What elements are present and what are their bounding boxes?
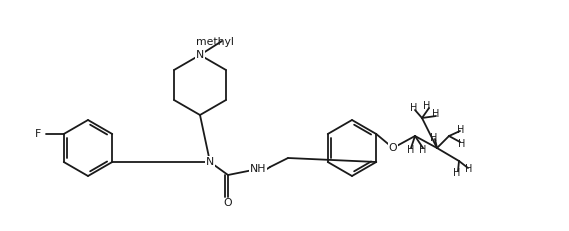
Text: H: H <box>453 168 461 178</box>
Text: O: O <box>389 143 397 153</box>
Text: H: H <box>432 109 440 119</box>
Text: H: H <box>458 139 465 149</box>
Text: N: N <box>196 50 204 60</box>
Text: methyl: methyl <box>196 37 234 47</box>
Text: H: H <box>410 103 418 113</box>
Text: H: H <box>419 145 427 155</box>
Text: N: N <box>206 157 214 167</box>
Text: O: O <box>224 198 232 208</box>
Text: H: H <box>423 101 431 111</box>
Text: NH: NH <box>250 164 266 174</box>
Text: F: F <box>35 129 41 139</box>
Text: H: H <box>430 133 438 143</box>
Text: H: H <box>457 125 465 135</box>
Text: H: H <box>407 145 415 155</box>
Text: H: H <box>465 164 473 174</box>
